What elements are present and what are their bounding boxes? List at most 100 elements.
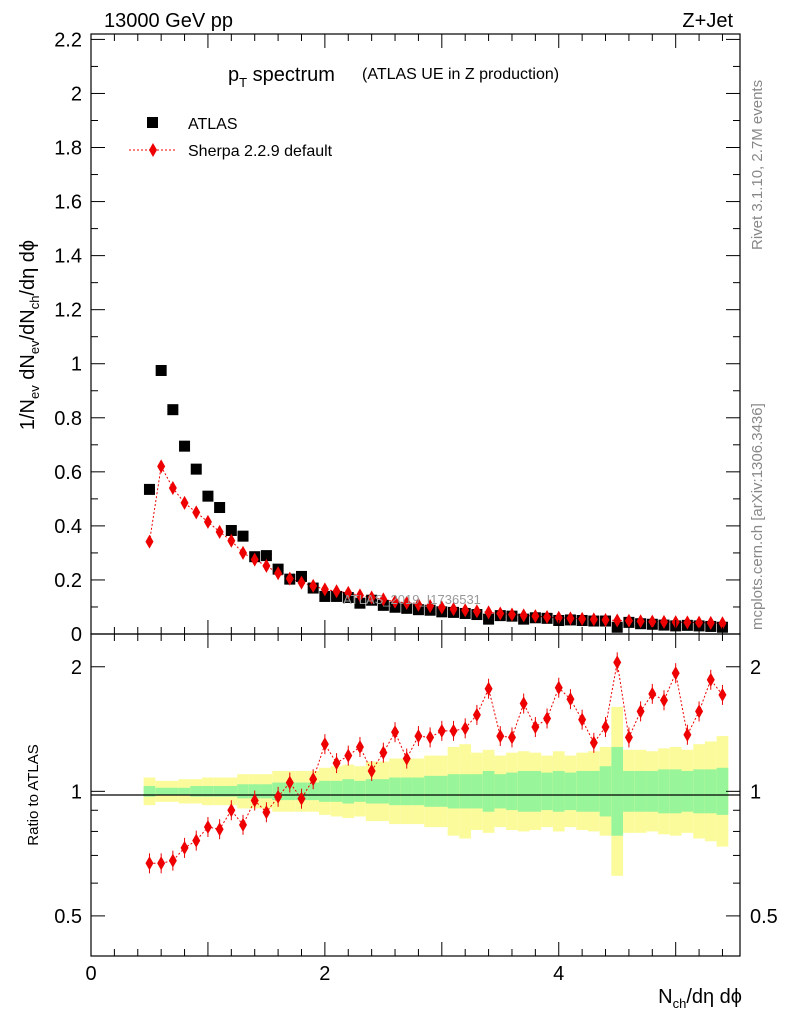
sherpa-point [145,534,154,549]
ratio-data-layer [145,652,727,874]
ratio-sherpa-point [648,686,657,701]
sherpa-point [227,533,236,548]
ratio-band-green [599,766,612,817]
ratio-band-green [342,779,355,804]
main-y-axis: 0 0.2 0.4 0.6 0.8 1 1.2 1.4 1.6 1.8 2 2.2 [54,29,740,646]
x-tick-label: 4 [553,963,564,985]
ratio-band-green [506,772,518,811]
ratio-y-axis-label: Ratio to ATLAS [25,744,42,845]
y-tick-label-main: 1.8 [54,138,82,160]
y-tick-label-ratio-right: 2 [750,657,761,679]
sherpa-point [285,571,294,586]
sherpa-point [192,505,201,520]
ratio-band-green [213,786,226,797]
ratio-sherpa-point [168,853,177,868]
ratio-band-green [155,787,168,795]
ratio-band-green [225,786,238,797]
atlas-point [214,502,226,514]
ratio-sherpa-point [671,666,680,681]
ratio-band-green [424,775,436,807]
main-x-axis [90,34,723,634]
sherpa-point [367,590,376,605]
ratio-sherpa-point [437,723,446,738]
ratio-sherpa-point [180,840,189,855]
ratio-x-axis: 0 2 4 [85,634,723,985]
ratio-sherpa-point [695,704,704,719]
ratio-sherpa-point [320,737,329,752]
x-axis-label: Nch/dη dϕ [658,986,742,1011]
y-tick-label-main: 0.8 [54,408,82,430]
ratio-sherpa-point [543,711,552,726]
plot-subtitle: (ATLAS UE in Z production) [362,66,559,83]
ratio-band-green [447,774,460,809]
ratio-sherpa-point [250,793,259,808]
sherpa-point [414,597,423,612]
ratio-sherpa-point [613,655,622,670]
ratio-sherpa-point [332,756,341,771]
sherpa-point [554,610,563,625]
ratio-sherpa-point [145,856,154,871]
ratio-sherpa-point [449,723,458,738]
ratio-sherpa-point [309,772,318,787]
x-tick-label: 0 [85,963,96,985]
sherpa-point [250,552,259,567]
sherpa-point [168,481,177,496]
ratio-sherpa-point [507,730,516,745]
atlas-point [155,364,167,376]
ratio-band-green [354,780,366,802]
y-tick-label-ratio-left: 0.5 [54,906,82,928]
ratio-band-green [611,746,624,836]
ratio-sherpa-point [519,696,528,711]
sherpa-point [659,614,668,629]
ratio-band-green [634,770,647,812]
sherpa-point [496,606,505,621]
ratio-band-green [143,786,156,797]
ratio-band-green [564,772,577,811]
ratio-band-layer [143,706,729,876]
y-tick-label-main: 1.4 [54,246,82,268]
ratio-sherpa-line [149,662,723,864]
ratio-sherpa-point [262,805,271,820]
analysis-watermark: ATLAS_2019_I1736531 [343,592,481,607]
atlas-point [354,597,366,609]
sherpa-point [589,612,598,627]
ratio-sherpa-point [484,681,493,696]
ratio-band-green [623,770,635,812]
sherpa-point [566,611,575,626]
ratio-sherpa-point [496,729,505,744]
ratio-sherpa-point [192,833,201,848]
sherpa-point [613,613,622,628]
ratio-sherpa-point [203,819,212,834]
y-axis-label: 1/Nev dNev/dNch/dη dϕ [17,240,42,430]
ratio-band-green [400,777,413,806]
sherpa-point [683,615,692,630]
ratio-band-green [307,782,320,801]
title-spectrum: spectrum [247,64,335,86]
x-tick-label: 2 [319,963,330,985]
sherpa-point [262,558,271,573]
sherpa-point [320,582,329,597]
sherpa-point [718,616,727,631]
title-subscript: T [239,75,247,90]
legend-sherpa-label: Sherpa 2.2.9 default [188,143,333,160]
ratio-band-green [319,780,331,802]
sherpa-point [648,614,657,629]
ratio-sherpa-point [706,672,715,687]
sherpa-point [332,584,341,599]
sherpa-point [531,609,540,624]
ratio-band-green [681,770,694,812]
atlas-point [143,483,155,495]
ratio-band-green [669,769,682,814]
y-tick-label-main: 0.6 [54,462,82,484]
ratio-band-green [435,775,448,807]
ratio-sherpa-point [379,745,388,760]
ratio-panel: 0.5 0.5 1 1 2 2 0 2 4 [54,633,778,985]
ratio-band-green [330,780,343,802]
ratio-sherpa-point [683,727,692,742]
sherpa-point [543,609,552,624]
energy-label: 13000 GeV pp [104,10,233,32]
sherpa-point [472,604,481,619]
y-tick-label-main: 2 [71,83,82,105]
ratio-band-green [237,784,249,799]
